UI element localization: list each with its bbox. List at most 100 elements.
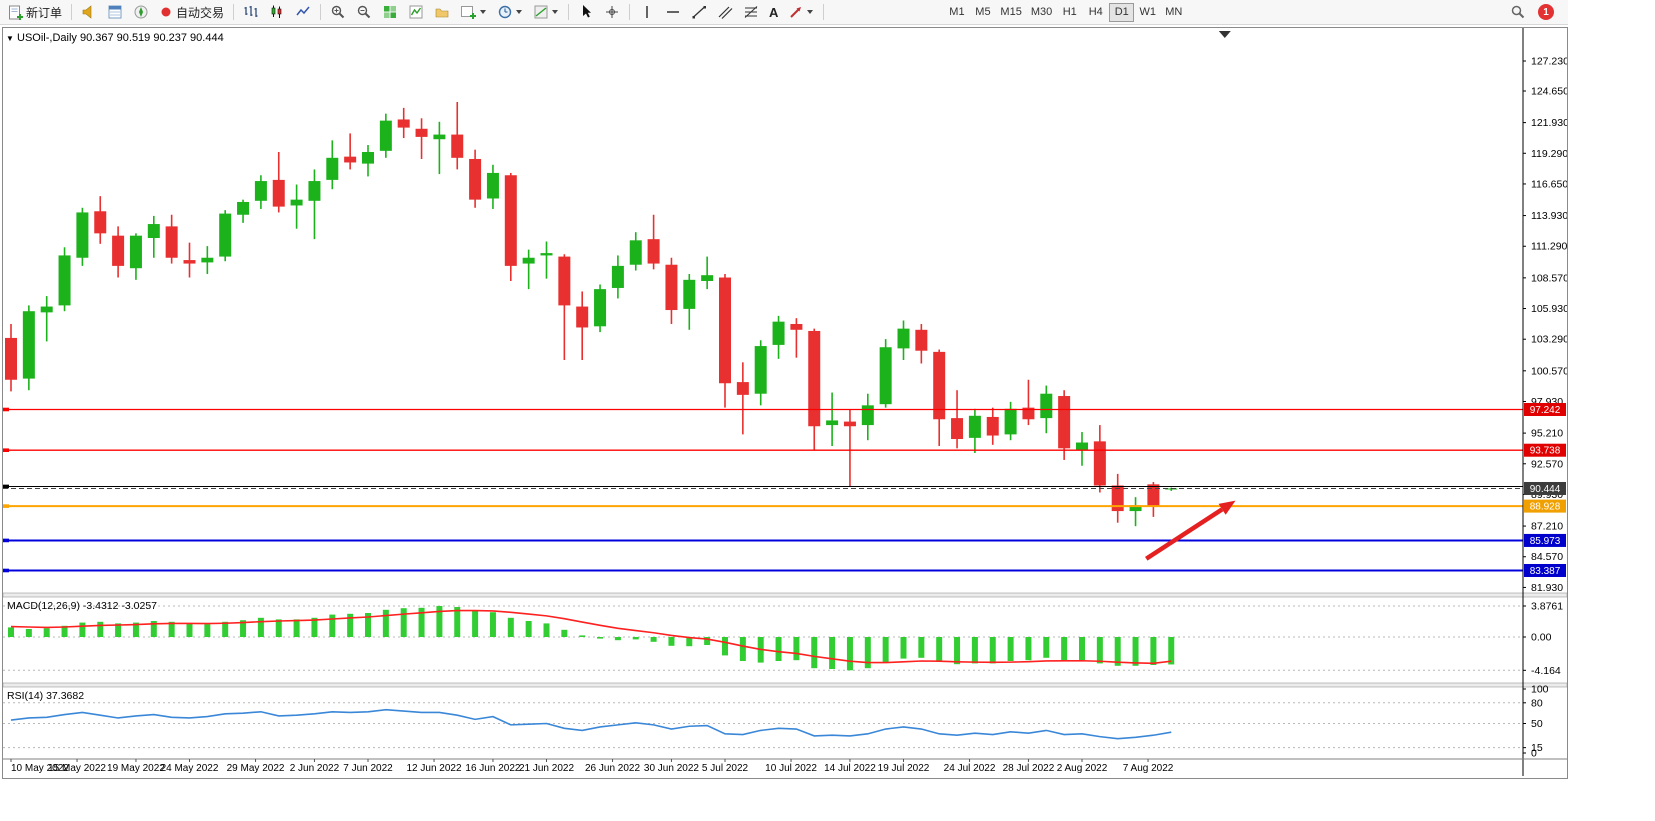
timeframe-button-M5[interactable]: M5 <box>970 3 995 22</box>
candle-body <box>272 179 285 207</box>
cursor-tool-button[interactable] <box>574 2 598 23</box>
candle-body <box>754 346 767 394</box>
macd-histogram-bar <box>989 637 996 664</box>
crosshair-tool-button[interactable] <box>600 2 624 23</box>
channel-tool-button[interactable] <box>713 2 737 23</box>
price-axis-label: 124.650 <box>1531 85 1567 97</box>
candle-body <box>1147 484 1160 507</box>
navigator-button[interactable] <box>129 2 153 23</box>
vertical-line-tool-button[interactable] <box>635 2 659 23</box>
main-toolbar: 新订单 自动交易 <box>0 0 1568 25</box>
horizontal-line-icon <box>667 11 680 13</box>
chart-canvas[interactable]: ▼ USOil-,Daily 90.367 90.519 90.237 90.44… <box>3 28 1567 776</box>
candle-body <box>1022 407 1035 420</box>
crosshair-icon <box>606 6 619 18</box>
candle-body <box>594 289 607 327</box>
line-chart-mode-button[interactable] <box>291 2 315 23</box>
market-watch-button[interactable] <box>103 2 127 23</box>
arrows-tool-button[interactable] <box>784 2 818 23</box>
macd-histogram-bar <box>597 637 604 639</box>
candle-body <box>219 213 232 257</box>
date-axis-label: 21 Jun 2022 <box>519 763 574 774</box>
macd-histogram-bar <box>1114 637 1121 666</box>
macd-histogram-bar <box>1025 637 1032 661</box>
date-axis-label: 14 Jul 2022 <box>824 763 876 774</box>
macd-histogram-bar <box>365 613 371 637</box>
macd-histogram-bar <box>43 628 50 637</box>
toolbar-separator <box>629 4 631 20</box>
macd-histogram-bar <box>25 629 32 637</box>
date-axis-label: 15 May 2022 <box>48 763 106 774</box>
candle-body <box>861 405 874 426</box>
macd-histogram-bar <box>347 613 354 637</box>
macd-histogram-bar <box>650 637 657 642</box>
macd-histogram-bar <box>954 637 961 665</box>
timeframe-button-D1[interactable]: D1 <box>1109 2 1135 22</box>
chart-shift-marker[interactable] <box>1218 31 1231 38</box>
search-button[interactable] <box>1506 2 1530 23</box>
timeframe-button-MN[interactable]: MN <box>1161 3 1186 22</box>
zoom-out-button[interactable] <box>352 2 376 23</box>
toolbar-separator <box>71 4 73 20</box>
fibonacci-tool-button[interactable] <box>739 2 763 23</box>
rsi-label: RSI(14) 37.3682 <box>7 690 84 702</box>
text-tool-button[interactable]: A <box>765 2 782 23</box>
toolbar-separator <box>233 4 235 20</box>
price-tag <box>1524 402 1566 416</box>
panel-separator[interactable] <box>3 682 1567 688</box>
indicators-button[interactable] <box>404 2 428 23</box>
one-click-trading-arrow[interactable]: ▼ <box>6 34 14 43</box>
macd-histogram-bar <box>1132 637 1139 666</box>
date-axis-label: 24 Jul 2022 <box>944 763 996 774</box>
timeframe-toolbar: M1 M5 M15 M30 H1 H4 D1 W1 MN <box>944 2 1186 22</box>
timeframe-button-M15[interactable]: M15 <box>996 3 1025 22</box>
candle-body <box>254 181 267 201</box>
horizontal-line-tool-button[interactable] <box>661 2 685 23</box>
price-axis[interactable]: 127.230 124.650 121.930 119.290 116.650 113.9… <box>1523 56 1567 760</box>
candlestick-mode-button[interactable] <box>265 2 289 23</box>
macd-histogram-bar <box>8 627 14 637</box>
arrow-shape-icon <box>790 7 802 18</box>
timeframe-button-H4[interactable]: H4 <box>1083 3 1108 22</box>
macd-histogram-bar <box>543 623 550 637</box>
auto-trading-button[interactable]: 自动交易 <box>155 2 228 23</box>
candle-body <box>237 201 250 215</box>
channel-icon <box>718 6 733 19</box>
candle-body <box>897 328 910 349</box>
search-icon <box>1511 5 1525 19</box>
notification-badge[interactable]: 1 <box>1538 4 1554 20</box>
candle-body <box>629 240 642 265</box>
alerts-button[interactable] <box>77 2 101 23</box>
bar-chart-mode-button[interactable] <box>239 2 263 23</box>
price-tag-label: 93.738 <box>1530 446 1561 457</box>
trend-arrow[interactable] <box>1145 507 1224 561</box>
price-tag <box>1524 481 1566 495</box>
date-axis-label: 16 Jun 2022 <box>465 763 520 774</box>
folder-icon <box>435 8 449 18</box>
timeframe-button-M1[interactable]: M1 <box>944 3 969 22</box>
auto-trading-label: 自动交易 <box>176 5 225 20</box>
candle-body <box>486 172 499 199</box>
period-menu-button[interactable] <box>493 2 527 23</box>
candle-body <box>1093 441 1106 486</box>
price-axis-label: 121.930 <box>1531 117 1567 129</box>
timeframe-button-M30[interactable]: M30 <box>1027 3 1056 22</box>
trendline-tool-button[interactable] <box>687 2 711 23</box>
trendline-icon <box>692 6 707 19</box>
timeframe-button-W1[interactable]: W1 <box>1135 3 1160 22</box>
price-axis-label: 116.650 <box>1531 178 1567 190</box>
template-menu-button[interactable] <box>529 2 563 23</box>
candle-body <box>843 421 856 427</box>
macd-histogram-bar <box>686 637 693 647</box>
profiles-button[interactable] <box>430 2 454 23</box>
new-order-button[interactable]: 新订单 <box>4 2 66 23</box>
candle-body <box>308 181 321 201</box>
zoom-in-button[interactable] <box>326 2 350 23</box>
new-chart-button[interactable] <box>456 2 491 23</box>
tile-windows-button[interactable] <box>378 2 402 23</box>
candle-body <box>76 212 89 258</box>
toolbar-right-group: 1 <box>1506 2 1554 23</box>
panel-separator[interactable] <box>3 592 1567 598</box>
timeframe-button-H1[interactable]: H1 <box>1057 3 1082 22</box>
